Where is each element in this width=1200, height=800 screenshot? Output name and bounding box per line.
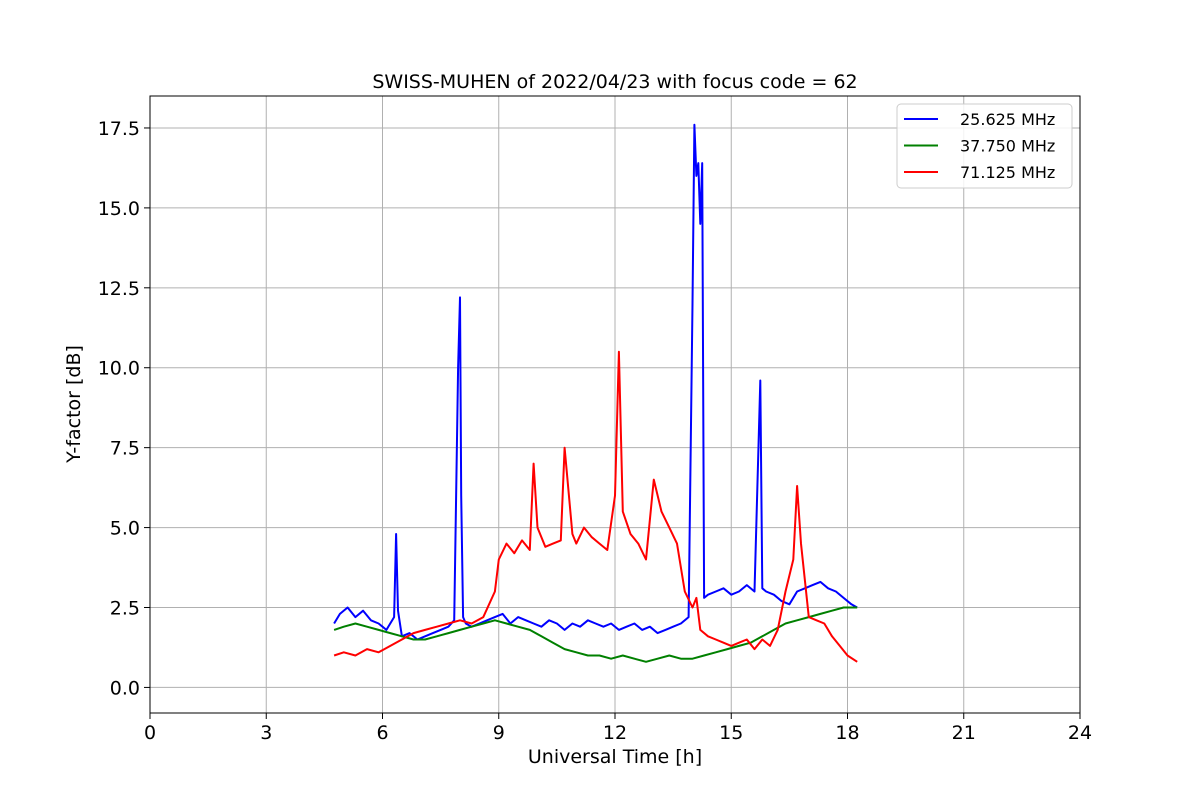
series-line-2 [333, 606, 858, 663]
series-line-3 [333, 350, 858, 663]
series-layer [333, 123, 858, 663]
legend-box [896, 103, 1073, 189]
legend: 25.625 MHz 37.750 MHz 71.125 MHz [896, 103, 1073, 189]
legend-label: 25.625 MHz [960, 110, 1055, 129]
legend-label: 37.750 MHz [960, 137, 1055, 156]
x-tick-label: 0 [144, 722, 156, 744]
y-tick-label: 7.5 [110, 438, 140, 460]
x-tick-label: 6 [376, 722, 388, 744]
y-tick-label: 12.5 [98, 278, 140, 300]
x-tick-label: 18 [835, 722, 859, 744]
x-axis-label: Universal Time [h] [528, 746, 702, 768]
y-tick-label: 5.0 [110, 518, 140, 540]
chart-title: SWISS-MUHEN of 2022/04/23 with focus cod… [372, 71, 857, 93]
series-line-1 [333, 123, 858, 641]
y-tick-label: 15.0 [98, 198, 140, 220]
y-tick-label: 0.0 [110, 677, 140, 699]
x-axis-ticks: 0 3 6 9 12 15 18 21 24 [144, 713, 1092, 744]
x-tick-label: 15 [719, 722, 743, 744]
y-tick-label: 17.5 [98, 118, 140, 140]
y-axis-ticks: 0.0 2.5 5.0 7.5 10.0 12.5 15.0 17.5 [98, 118, 150, 699]
x-tick-label: 9 [493, 722, 505, 744]
x-tick-label: 12 [603, 722, 627, 744]
y-tick-label: 2.5 [110, 598, 140, 620]
legend-label: 71.125 MHz [960, 163, 1055, 182]
x-tick-label: 24 [1068, 722, 1092, 744]
y-axis-label: Y-factor [dB] [63, 345, 85, 464]
y-tick-label: 10.0 [98, 358, 140, 380]
x-tick-label: 3 [260, 722, 272, 744]
x-tick-label: 21 [952, 722, 976, 744]
